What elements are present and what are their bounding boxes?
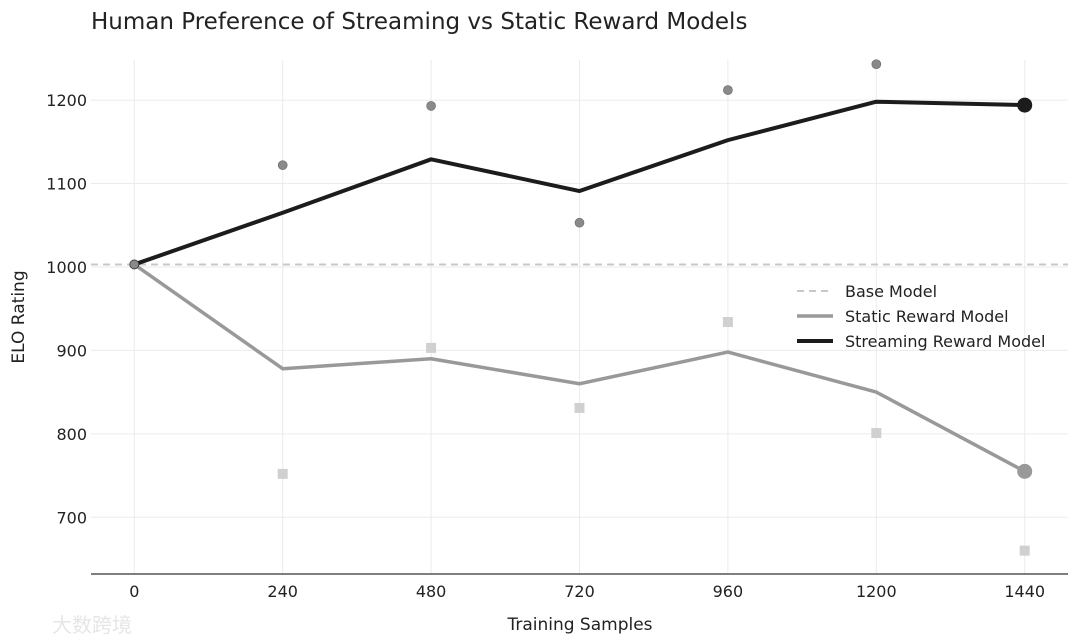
x-tick-label: 0: [129, 582, 139, 601]
streaming-scatter-point: [574, 217, 585, 228]
x-tick-label: 480: [416, 582, 447, 601]
x-tick-label: 1200: [856, 582, 897, 601]
static-scatter-point: [871, 427, 882, 438]
streaming-scatter-point: [871, 59, 882, 69]
start-point: [129, 259, 140, 270]
x-tick-label: 720: [564, 582, 595, 601]
legend: Base Model Static Reward Model Streaming…: [797, 282, 1045, 351]
static-scatter-point: [1019, 545, 1030, 556]
static-scatter-point: [426, 342, 437, 353]
streaming-scatter-point: [426, 101, 436, 111]
static-series-line: [132, 262, 1027, 474]
static-scatter-point: [574, 402, 585, 413]
legend-label-base-model: Base Model: [845, 282, 937, 301]
chart-title: Human Preference of Streaming vs Static …: [91, 9, 747, 35]
scatter-layer: [277, 59, 1030, 556]
x-tick-label: 240: [267, 582, 298, 601]
y-tick-label: 700: [56, 508, 87, 527]
streaming-end-marker: [1017, 97, 1033, 113]
y-tick-label: 1100: [46, 175, 87, 194]
watermark: 大数跨境: [52, 613, 132, 637]
y-tick-label: 1000: [46, 258, 87, 277]
streaming-series-line: [132, 99, 1027, 267]
y-tick-label: 800: [56, 425, 87, 444]
grid: [91, 60, 1068, 574]
tick-labels: 0 240 480 720 960 1200 1440 700 800 900 1000 1100 12…: [46, 91, 1045, 601]
legend-label-static: Static Reward Model: [845, 307, 1009, 326]
streaming-scatter-point: [723, 85, 733, 95]
static-end-marker: [1017, 463, 1033, 479]
y-tick-label: 1200: [46, 91, 87, 110]
streaming-scatter-point: [277, 160, 288, 170]
y-axis-label: ELO Rating: [9, 270, 29, 363]
x-axis-label: Training Samples: [506, 615, 652, 635]
x-tick-label: 960: [713, 582, 744, 601]
legend-label-streaming: Streaming Reward Model: [845, 332, 1045, 351]
static-scatter-point: [277, 468, 288, 479]
x-tick-label: 1440: [1004, 582, 1045, 601]
y-tick-label: 900: [56, 341, 87, 360]
static-scatter-point: [722, 317, 733, 328]
series-lines: [129, 97, 1033, 479]
